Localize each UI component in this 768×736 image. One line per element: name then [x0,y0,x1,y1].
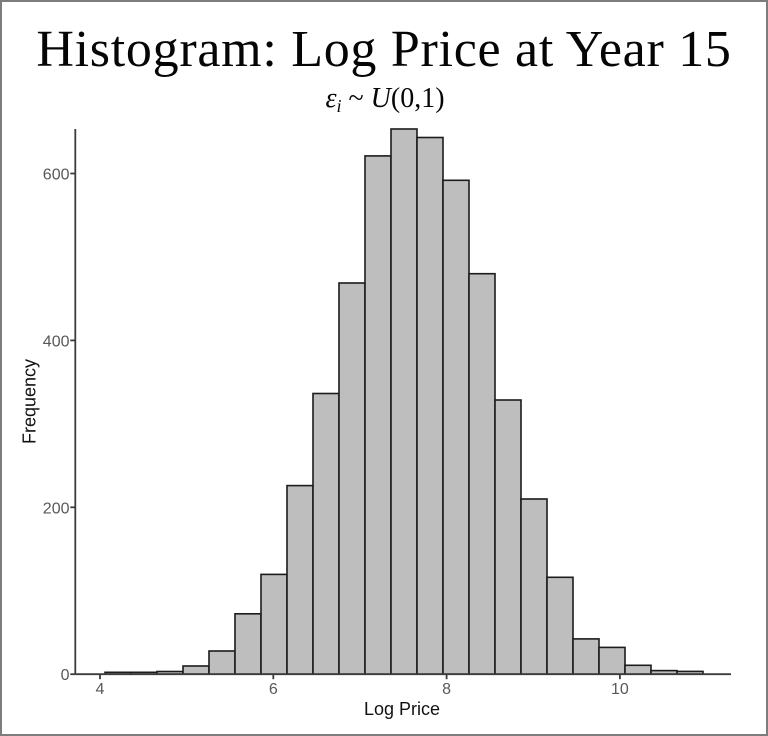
svg-text:200: 200 [43,500,70,517]
svg-text:10: 10 [611,681,629,698]
svg-text:Frequency: Frequency [20,359,40,444]
svg-text:600: 600 [43,167,70,184]
svg-text:Log Price: Log Price [364,699,440,719]
svg-text:8: 8 [442,681,451,698]
svg-text:0: 0 [61,667,70,684]
svg-text:6: 6 [269,681,278,698]
svg-text:4: 4 [96,681,105,698]
svg-text:400: 400 [43,333,70,350]
